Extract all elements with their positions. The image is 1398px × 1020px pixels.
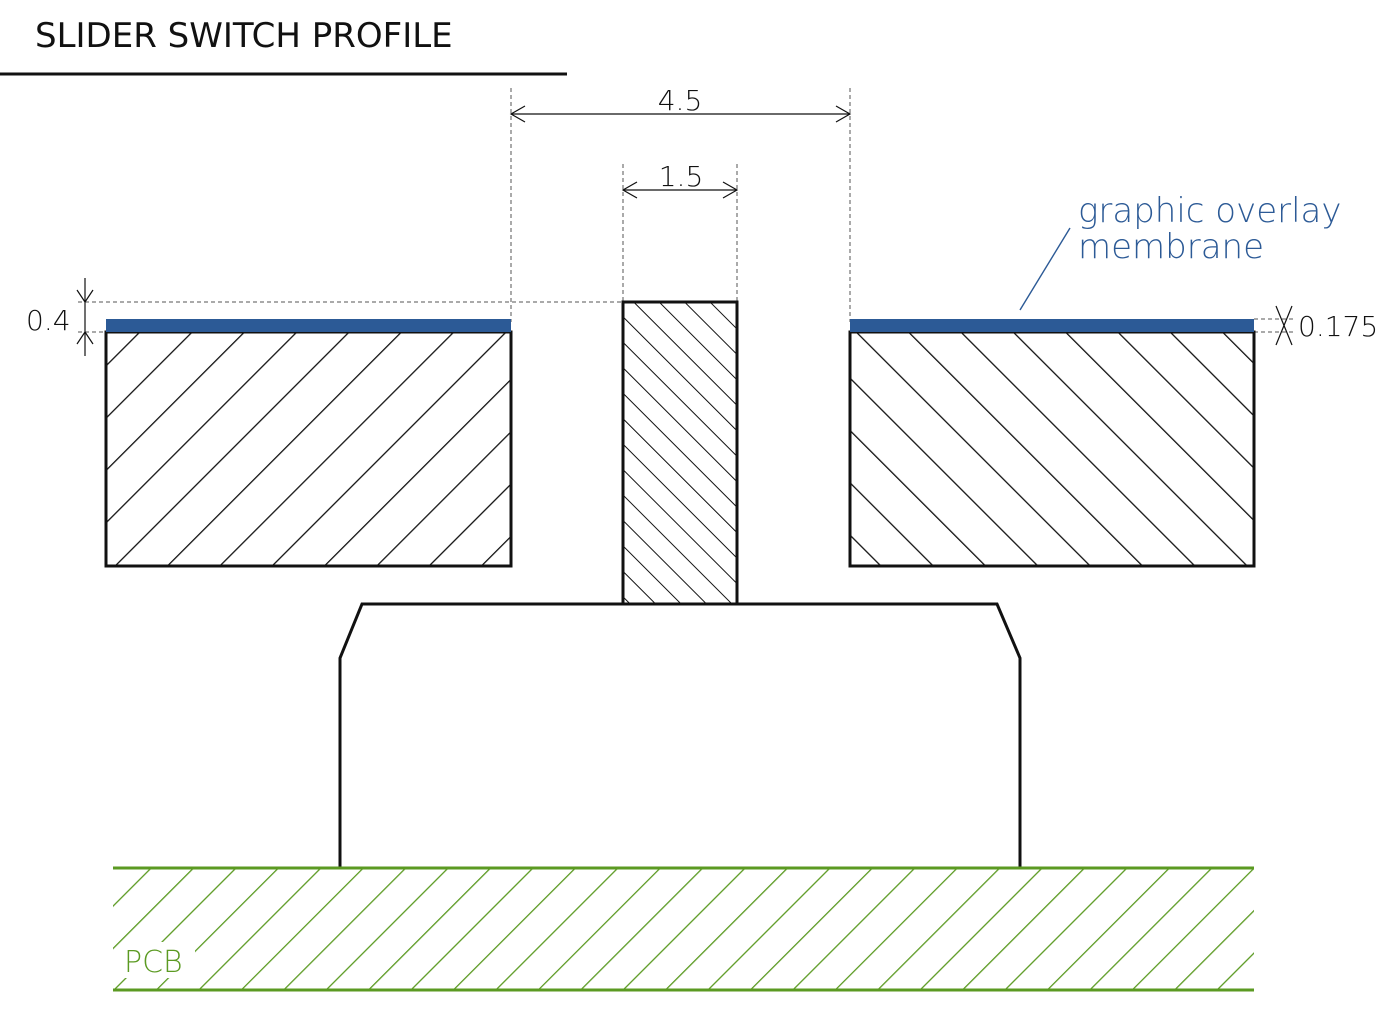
right-housing-block	[848, 330, 1256, 568]
knob-protrusion-label: 0.4	[26, 304, 71, 337]
page-title: SLIDER SWITCH PROFILE	[35, 16, 453, 56]
knob-width-dimension: 1.5	[621, 160, 739, 302]
overlay-membrane-right	[850, 319, 1254, 332]
overlay-label-line1: graphic overlay	[1078, 191, 1342, 231]
overlay-leader-line	[1019, 227, 1071, 311]
overlay-membrane-left	[106, 319, 511, 332]
membrane-thickness-label: 0.175	[1298, 310, 1378, 343]
knob-protrusion-dimension: 0.4	[26, 278, 623, 356]
slider-knob	[621, 300, 739, 606]
gap-width-dimension: 4.5	[509, 84, 852, 322]
pcb-layer	[113, 866, 1254, 992]
left-housing-block	[104, 330, 513, 568]
switch-body	[338, 602, 1022, 870]
knob-width-label: 1.5	[659, 160, 704, 193]
gap-width-label: 4.5	[658, 84, 703, 117]
membrane-thickness-dimension: 0.175	[1254, 305, 1378, 346]
overlay-label-line2: membrane	[1078, 227, 1264, 267]
pcb-label: PCB	[124, 945, 183, 980]
